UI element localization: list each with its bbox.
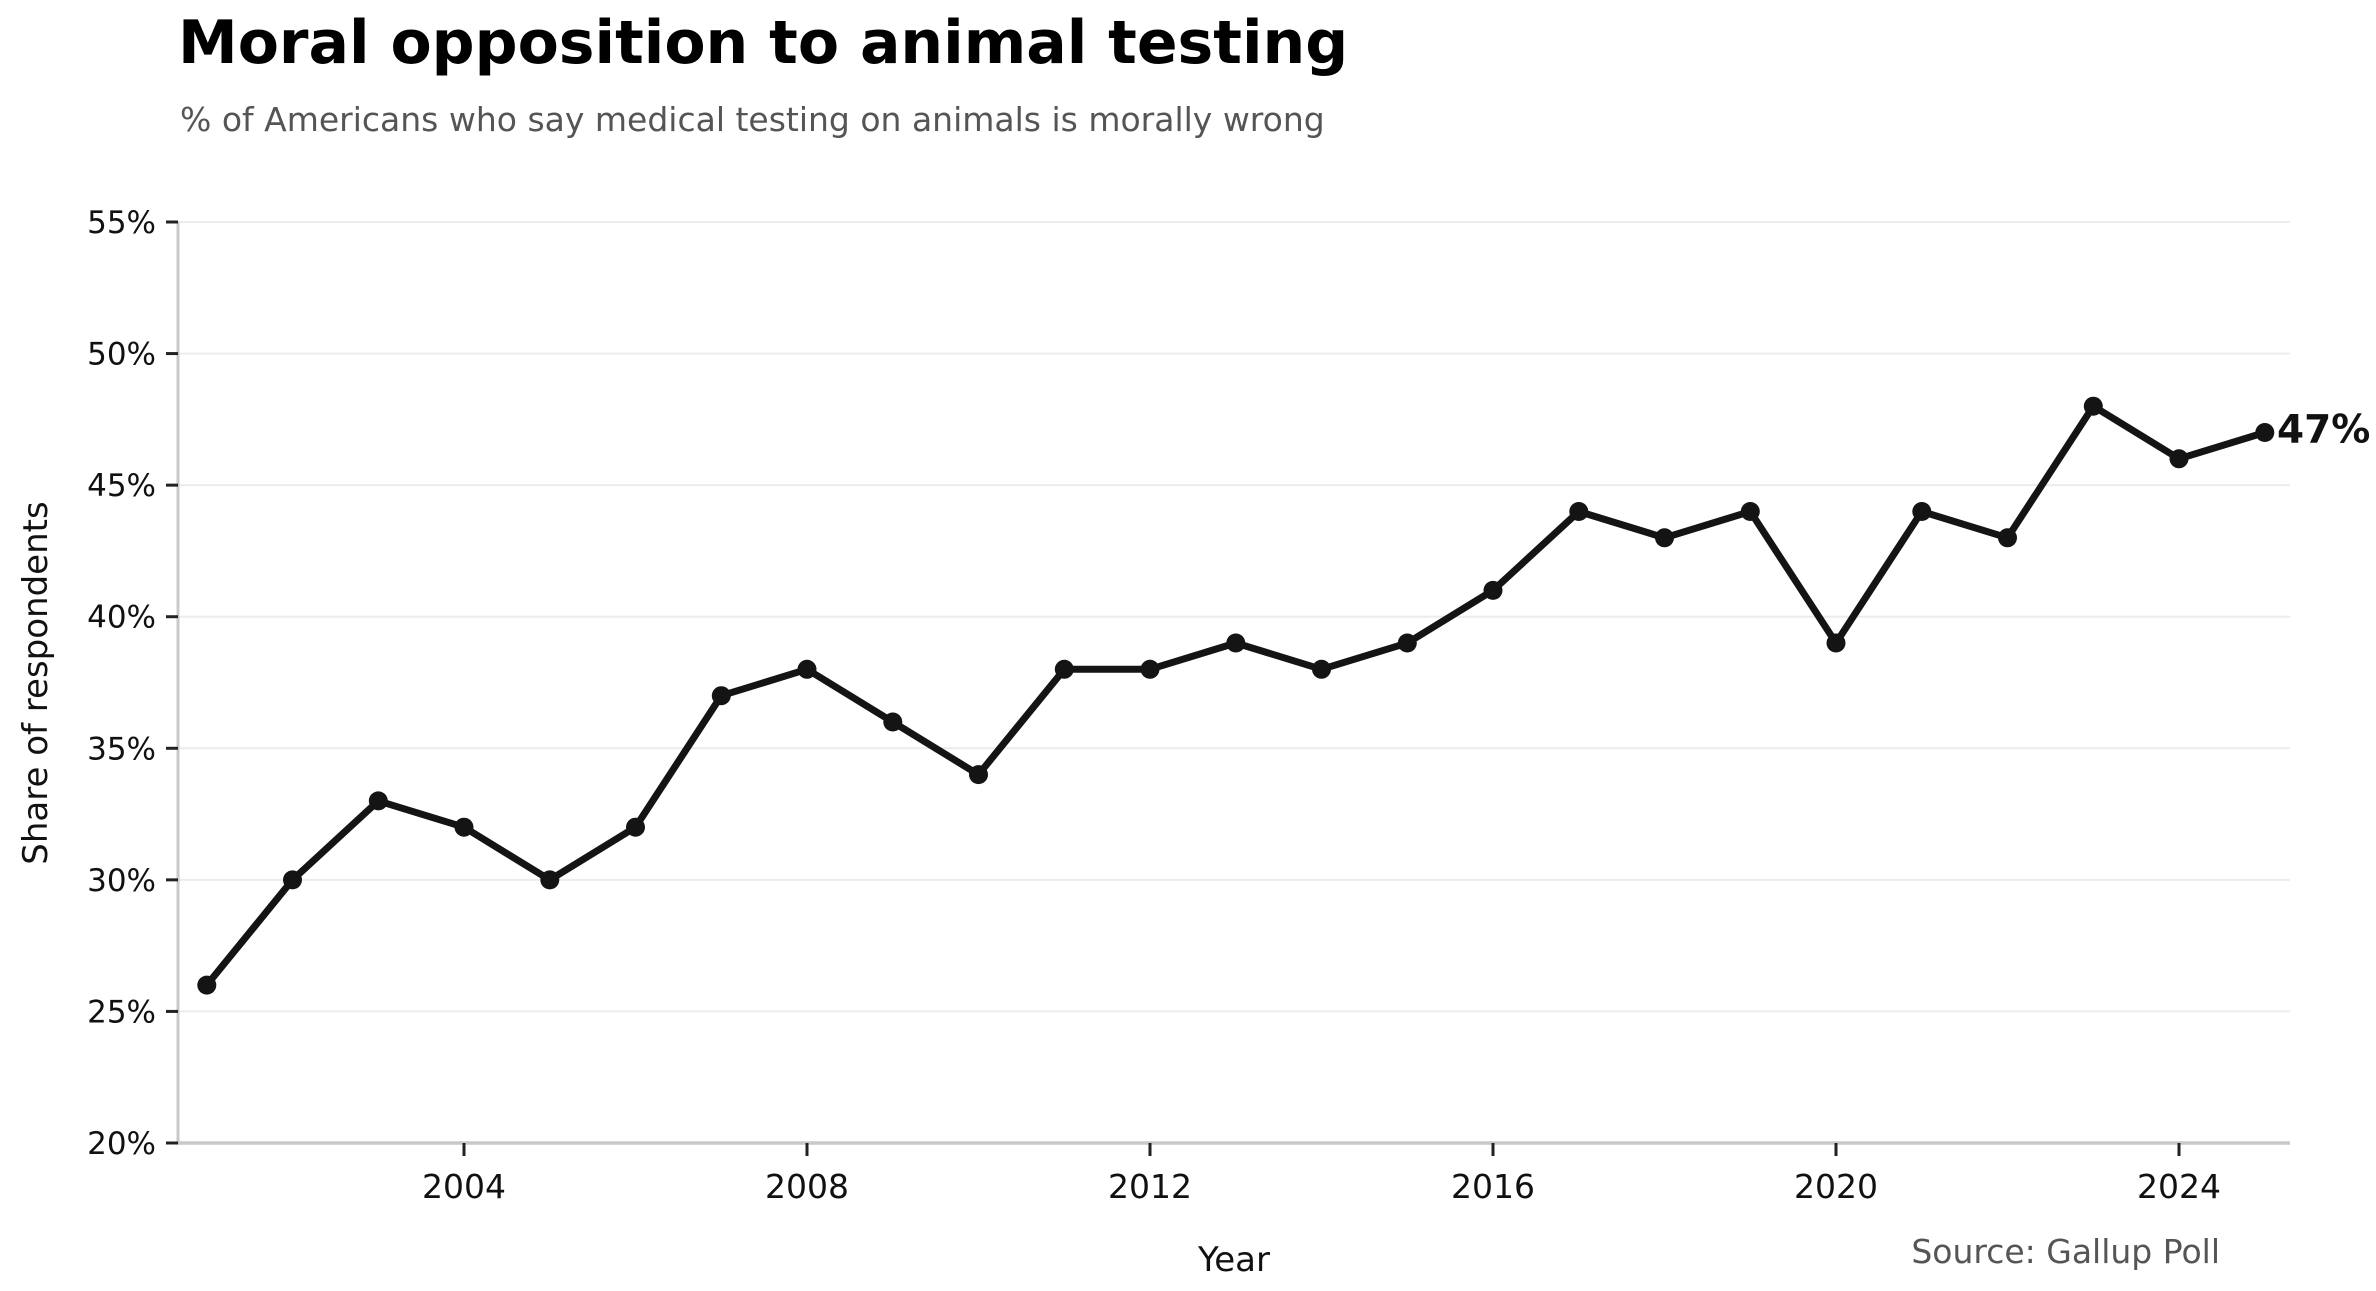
data-point [883, 712, 903, 732]
y-tick-label: 30% [87, 863, 156, 899]
y-axis-label: Share of respondents [16, 501, 56, 865]
data-point [969, 765, 988, 785]
data-point [1740, 502, 1760, 521]
data-line [203, 402, 2269, 989]
data-point [2083, 396, 2103, 416]
data-point [1226, 633, 1246, 653]
last-value-annotation: 47% [2277, 407, 2371, 453]
data-point [454, 817, 474, 837]
data-point [1655, 528, 1674, 548]
data-point [197, 975, 217, 995]
axes-spines [176, 222, 2290, 1145]
x-tick-label: 2020 [1794, 1167, 1878, 1206]
data-point [1140, 659, 1160, 679]
data-point [1998, 528, 2017, 548]
x-axis-ticks: 2004 2008 2012 2016 2020 2024 [422, 1143, 2221, 1206]
chart-subtitle: % of Americans who say medical testing o… [180, 100, 1325, 139]
y-tick-label: 45% [87, 468, 156, 504]
data-point [797, 659, 817, 679]
y-tick-label: 50% [87, 337, 156, 373]
y-tick-label: 40% [87, 600, 156, 636]
data-point [1569, 502, 1589, 521]
gridlines [178, 221, 2290, 1144]
y-tick-label: 25% [87, 994, 156, 1030]
y-tick-label: 20% [87, 1126, 156, 1162]
data-point [2255, 423, 2275, 442]
source-note: Source: Gallup Poll [1911, 1232, 2220, 1271]
data-point [2169, 449, 2189, 469]
x-tick-label: 2004 [422, 1167, 506, 1206]
data-point [711, 686, 731, 706]
data-point [540, 870, 560, 890]
data-point [1312, 659, 1331, 679]
y-tick-label: 55% [87, 205, 156, 241]
data-markers [197, 396, 2275, 995]
y-tick-label: 35% [87, 731, 156, 767]
x-tick-label: 2012 [1108, 1167, 1192, 1206]
data-point [283, 870, 302, 890]
data-point [1397, 633, 1417, 653]
data-point [1912, 502, 1932, 521]
data-point [1826, 633, 1846, 653]
x-axis-label: Year [1198, 1240, 1270, 1280]
data-point [626, 817, 645, 837]
x-tick-label: 2024 [2137, 1167, 2221, 1206]
data-point [368, 791, 388, 811]
x-tick-label: 2008 [765, 1167, 849, 1206]
data-point [1054, 659, 1074, 679]
chart-title: Moral opposition to animal testing [178, 8, 1349, 78]
data-point [1483, 580, 1503, 600]
y-axis-ticks: 20% 25% 30% 35% 40% 45% 50% 55% [87, 205, 178, 1162]
x-tick-label: 2016 [1451, 1167, 1535, 1206]
